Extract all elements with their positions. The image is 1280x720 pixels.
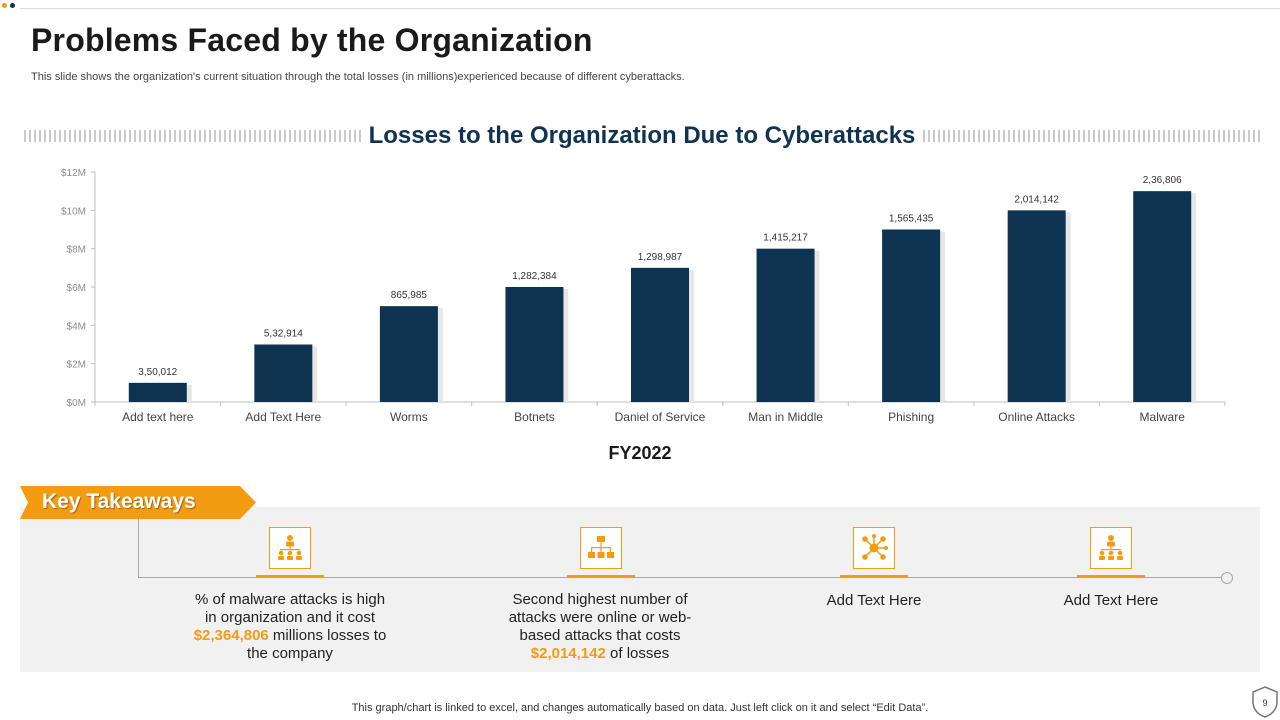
takeaway-2-pre: Second highest number of attacks were on…	[508, 591, 692, 644]
hatch-left	[24, 130, 361, 142]
y-tick-label: $10M	[61, 206, 86, 217]
bar	[254, 344, 313, 402]
page-number-badge: 9	[1252, 686, 1278, 718]
category-label: Phishing	[888, 410, 934, 424]
navy-dot	[10, 3, 15, 8]
chart-heading: Losses to the Organization Due to Cybera…	[368, 122, 916, 149]
bar	[1007, 210, 1066, 402]
takeaway-2-post: of losses	[605, 645, 670, 662]
bar	[505, 287, 564, 402]
y-tick-label: $2M	[67, 360, 86, 371]
category-label: Online Attacks	[998, 410, 1075, 424]
data-label: 1,298,987	[638, 252, 683, 263]
hatch-right	[923, 130, 1261, 142]
bar	[631, 267, 689, 402]
y-tick-label: $12M	[61, 168, 86, 179]
corner-dots	[2, 3, 15, 8]
timeline-end-dot	[1221, 572, 1233, 584]
bar	[379, 306, 438, 402]
timeline-horizontal	[138, 577, 1222, 578]
hierarchy-icon	[580, 527, 622, 569]
data-label: 1,282,384	[512, 271, 557, 282]
org-people-icon	[1090, 527, 1132, 569]
key-takeaways-banner	[20, 486, 256, 519]
takeaway-3-pre: Add Text Here	[826, 592, 922, 609]
takeaway-1-amount: $2,364,806	[193, 627, 269, 644]
category-label: Worms	[390, 410, 428, 424]
slide-title: Problems Faced by the Organization	[31, 22, 593, 58]
slide-subtitle: This slide shows the organization's curr…	[31, 71, 685, 83]
category-label: Add Text Here	[245, 410, 321, 424]
category-label: Botnets	[514, 410, 555, 424]
data-label: 2,36,806	[1143, 175, 1182, 186]
key-takeaways-title: Key Takeaways	[42, 490, 196, 513]
category-label: Man in Middle	[748, 410, 823, 424]
takeaways-panel	[20, 507, 1260, 672]
y-tick-label: $4M	[67, 321, 86, 332]
data-label: 2,014,142	[1014, 194, 1059, 205]
bar	[756, 248, 815, 402]
top-rule	[20, 8, 1280, 9]
bar	[128, 382, 187, 402]
takeaway-4-pre: Add Text Here	[1063, 592, 1159, 609]
network-icon	[853, 527, 895, 569]
timeline-vertical	[138, 519, 139, 578]
takeaway-4-bar	[1077, 575, 1145, 578]
takeaway-1-bar	[256, 575, 324, 578]
takeaway-2-amount: $2,014,142	[530, 645, 606, 662]
category-label: Daniel of Service	[615, 410, 706, 424]
org-people-icon	[269, 527, 311, 569]
takeaway-2-text: Second highest number of attacks were on…	[500, 591, 700, 663]
orange-dot	[2, 3, 7, 8]
bar	[882, 229, 941, 402]
takeaway-1-text: % of malware attacks is high in organiza…	[190, 591, 390, 663]
takeaway-3-bar	[840, 575, 908, 578]
bar-chart[interactable]: $0M $2M $4M $6M $8M $10M $12M 3,50,012 Add text …	[0, 160, 1280, 480]
x-axis-title: FY2022	[608, 443, 671, 463]
takeaway-1-post: millions losses to the company	[247, 627, 387, 662]
data-label: 5,32,914	[264, 329, 303, 340]
y-tick-label: $0M	[67, 398, 86, 409]
y-tick-label: $6M	[67, 283, 86, 294]
takeaway-3-text: Add Text Here	[774, 592, 974, 610]
category-label: Add text here	[122, 410, 194, 424]
data-label: 1,415,217	[763, 233, 808, 244]
takeaway-2-bar	[567, 575, 635, 578]
bar	[1133, 191, 1192, 402]
footer-note: This graph/chart is linked to excel, and…	[351, 702, 929, 714]
y-tick-label: $8M	[67, 245, 86, 256]
data-label: 3,50,012	[138, 367, 177, 378]
takeaway-4-text: Add Text Here	[1011, 592, 1211, 610]
takeaway-1-pre: % of malware attacks is high in organiza…	[194, 591, 386, 626]
category-label: Malware	[1140, 410, 1186, 424]
page-number: 9	[1262, 698, 1267, 708]
data-label: 1,565,435	[889, 214, 934, 225]
chart-heading-row: Losses to the Organization Due to Cybera…	[24, 120, 1261, 152]
data-label: 865,985	[391, 290, 428, 301]
